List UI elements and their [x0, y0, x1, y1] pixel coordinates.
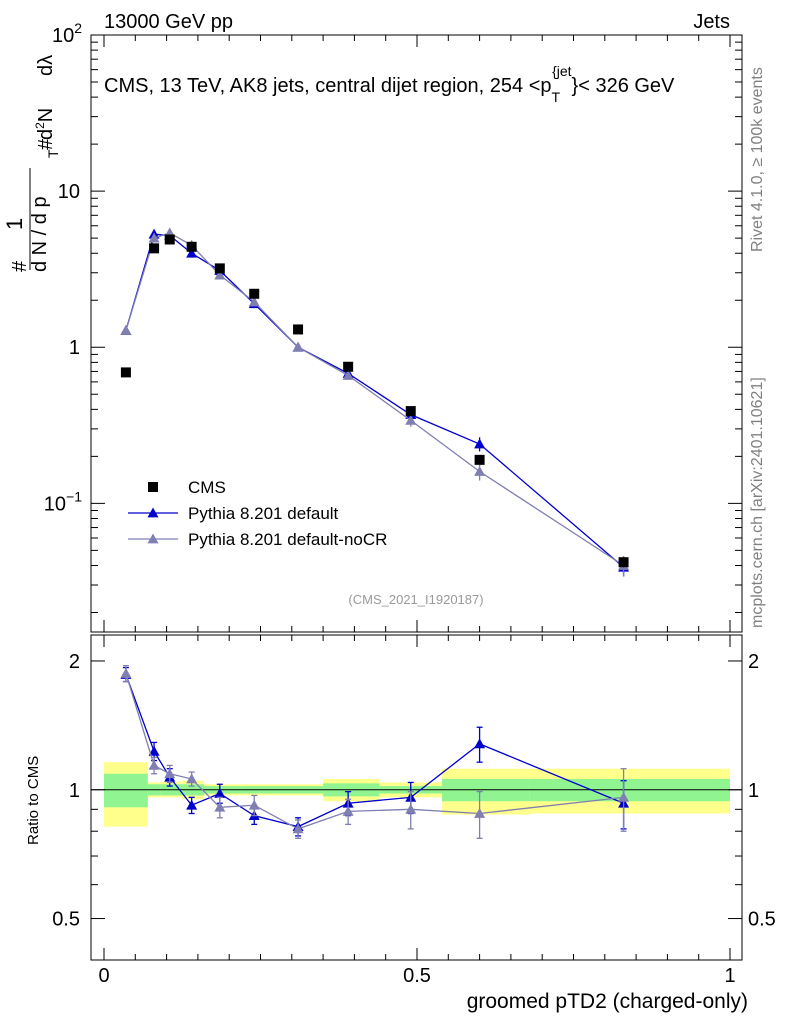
data-point-ratio — [148, 759, 160, 770]
legend-item-1: Pythia 8.201 default — [128, 504, 339, 523]
analysis-id: (CMS_2021_I1920187) — [348, 592, 483, 607]
data-point-top — [186, 247, 198, 258]
data-point-top — [148, 232, 160, 243]
y-axis-label-ratio: Ratio to CMS — [25, 756, 42, 845]
y-axis-label-top: # 1 d N / d p T # d2N dλ — [2, 55, 61, 272]
process-label: Jets — [693, 11, 730, 33]
y-tick-label-ratio-left: 0.5 — [52, 909, 80, 931]
y-axis-denominator: d N / d p — [29, 196, 51, 272]
data-point-ratio — [342, 805, 354, 816]
legend-item-2: Pythia 8.201 default-noCR — [128, 530, 387, 549]
y-tick-label-top: 10−1 — [44, 488, 82, 515]
data-point-top — [474, 454, 485, 465]
data-point-top — [249, 288, 260, 299]
legend-label: Pythia 8.201 default — [188, 504, 339, 523]
x-tick-label: 0 — [98, 965, 109, 987]
data-point-ratio — [120, 667, 132, 678]
y-tick-label-top: 102 — [52, 20, 82, 47]
data-point-top — [405, 406, 416, 417]
data-point-top — [342, 369, 354, 380]
data-point-ratio — [214, 788, 226, 798]
svg-text:1: 1 — [2, 218, 27, 230]
data-point-top — [120, 367, 131, 378]
data-point-ratio — [618, 791, 630, 802]
data-point-top — [405, 414, 417, 425]
data-point-ratio — [474, 738, 486, 749]
y-axis-denominator-subscript: T — [45, 149, 61, 158]
x-tick-label: 0.5 — [403, 965, 431, 987]
data-point-top — [343, 361, 354, 372]
energy-label: 13000 GeV pp — [104, 11, 233, 33]
svg-text:dλ: dλ — [35, 55, 57, 76]
legend-item-0: CMS — [148, 478, 226, 497]
rivet-version-label: Rivet 4.1.0, ≥ 100k events — [749, 67, 766, 252]
data-series — [120, 227, 630, 839]
ratio-band-stat-0 — [104, 773, 148, 808]
source-label: mcplots.cern.ch [arXiv:2401.10621] — [749, 377, 766, 628]
chart-title: CMS, 13 TeV, AK8 jets, central dijet reg… — [104, 63, 675, 105]
y-tick-label-top: 1 — [69, 337, 80, 359]
legend-marker — [147, 507, 159, 518]
data-point-top — [292, 341, 304, 352]
y-tick-label-top: 10 — [58, 181, 80, 203]
axes: 0 0.5 1 10−1 1 10 102 0.5 0.5 1 1 2 2 — [44, 20, 776, 987]
legend-marker — [147, 533, 159, 544]
data-point-ratio — [148, 745, 160, 756]
legend-label: CMS — [188, 478, 226, 497]
legend-marker — [148, 482, 158, 492]
data-point-ratio — [248, 799, 260, 810]
legend: CMS Pythia 8.201 default Pythia 8.201 defa… — [128, 478, 387, 549]
y-tick-label-ratio-right: 0.5 — [748, 909, 776, 931]
data-point-top — [618, 557, 629, 568]
data-point-top — [214, 263, 225, 274]
legend-label: Pythia 8.201 default-noCR — [188, 530, 387, 549]
data-point-ratio — [292, 823, 304, 834]
data-point-ratio — [186, 773, 198, 784]
data-point-top — [293, 324, 304, 335]
data-point-ratio — [405, 803, 417, 814]
y-tick-label-ratio-left: 2 — [69, 651, 80, 673]
y-tick-label-ratio-right: 1 — [748, 780, 759, 802]
series-cms — [120, 234, 629, 568]
data-point-ratio — [164, 768, 176, 779]
data-point-top — [248, 296, 260, 307]
data-point-ratio — [214, 801, 226, 812]
data-point-top — [120, 325, 132, 335]
data-point-ratio — [474, 808, 486, 818]
data-point-top — [474, 438, 486, 449]
data-point-top — [186, 241, 197, 252]
y-tick-label-ratio-left: 1 — [69, 780, 80, 802]
x-tick-label: 1 — [724, 965, 735, 987]
data-point-top — [164, 234, 175, 245]
y-tick-label-ratio-right: 2 — [748, 651, 759, 673]
data-point-ratio — [186, 799, 198, 810]
x-axis-label: groomed pTD2 (charged-only) — [467, 990, 748, 1013]
svg-text:#: # — [9, 260, 31, 272]
svg-text:#: # — [35, 138, 57, 150]
data-point-top — [474, 466, 486, 476]
data-point-top — [214, 269, 226, 280]
series-line-ratio — [125, 673, 624, 830]
data-point-top — [149, 243, 160, 254]
y-axis-numerator: d2N — [33, 108, 57, 140]
